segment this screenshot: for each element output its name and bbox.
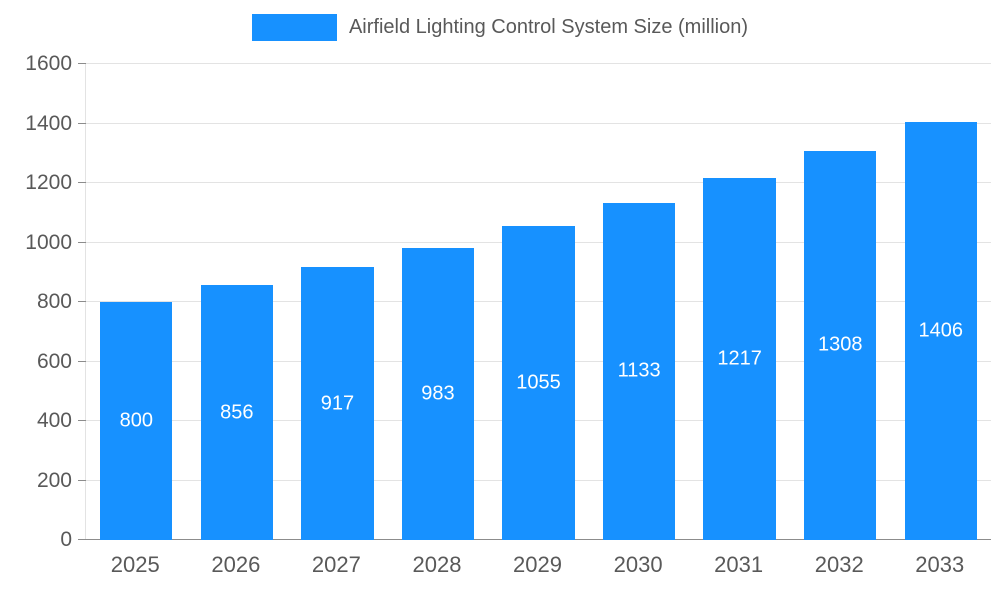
- bar-2028: 983: [401, 247, 475, 540]
- x-axis-tick-label: 2032: [814, 552, 864, 577]
- y-axis-tick-mark: [78, 182, 86, 183]
- bar-slot: 983: [388, 64, 489, 540]
- y-axis-tick-label: 800: [36, 290, 72, 313]
- bar-slot: 1308: [790, 64, 891, 540]
- bar-2030: 1133: [602, 202, 676, 540]
- bar-slot: 856: [187, 64, 288, 540]
- bar-value-label: 917: [320, 392, 355, 415]
- bar-2031: 1217: [703, 177, 776, 540]
- y-axis-tick-label: 400: [36, 409, 72, 432]
- gridline: [86, 63, 991, 64]
- bar-2025: 800: [100, 302, 173, 540]
- bar-slot: 1133: [589, 64, 690, 540]
- y-axis-tick-mark: [78, 360, 86, 362]
- bar-slot: 917: [287, 64, 388, 540]
- x-axis-tick-label: 2031: [714, 552, 764, 577]
- y-axis-tick-label: 1600: [25, 52, 72, 75]
- bar-2033: 1406: [904, 121, 977, 540]
- bar-value-label: 800: [119, 409, 153, 432]
- gridline: [86, 122, 991, 124]
- x-axis-tick-label: 2029: [513, 552, 562, 577]
- y-axis-tick-mark: [78, 420, 86, 421]
- y-axis-tick-label: 1200: [25, 171, 72, 194]
- y-axis-tick-mark: [78, 241, 86, 243]
- legend-item[interactable]: Airfield Lighting Control System Size (m…: [0, 14, 1000, 41]
- y-axis-tick-mark: [78, 63, 86, 64]
- bar-2032: 1308: [804, 150, 877, 540]
- y-axis-tick-mark: [78, 301, 86, 302]
- bar-2026: 856: [200, 285, 274, 540]
- bar-slot: 800: [86, 64, 187, 540]
- gridline: [86, 182, 991, 183]
- x-axis-tick-label: 2030: [613, 552, 663, 577]
- y-axis-tick-label: 0: [60, 528, 72, 551]
- bar-value-label: 1406: [918, 319, 964, 342]
- y-axis-tick-mark: [78, 539, 86, 540]
- x-axis-tick-label: 2026: [211, 552, 261, 577]
- legend-label: Airfield Lighting Control System Size (m…: [348, 16, 749, 38]
- x-axis-tick-label: 2028: [412, 552, 462, 577]
- y-axis-tick-label: 600: [36, 349, 72, 373]
- bar-value-label: 1133: [617, 359, 661, 382]
- bar-2027: 917: [301, 267, 374, 540]
- bar-value-label: 983: [421, 382, 455, 405]
- legend-swatch-icon: [251, 14, 337, 41]
- x-axis-tick-label: 2033: [915, 552, 965, 577]
- y-axis-tick-label: 1400: [25, 111, 72, 135]
- bar-value-label: 1308: [817, 333, 863, 356]
- y-axis-tick-mark: [78, 479, 86, 481]
- bar-2029: 1055: [502, 226, 575, 540]
- y-axis-tick-label: 1000: [25, 230, 72, 254]
- x-axis-tick-label: 2025: [110, 552, 160, 577]
- x-axis-labels: 2025 2026 2027 2028 2029 2030 2031 2032 2033: [85, 552, 990, 578]
- bars-layer: 800 856 917 983 1055 1133 1217 1308 1406: [86, 64, 991, 540]
- y-axis-tick-label: 200: [36, 468, 72, 492]
- bar-slot: 1055: [488, 64, 589, 540]
- bar-value-label: 1217: [717, 347, 762, 370]
- bar-value-label: 856: [220, 401, 254, 424]
- bar-slot: 1406: [891, 64, 992, 540]
- plot-area: 0 200 400 600 800 1000 1200 1400 1600 800 856 917 9…: [25, 52, 991, 551]
- bar-slot: 1217: [689, 64, 790, 540]
- x-axis-tick-label: 2027: [311, 552, 361, 577]
- y-axis-tick-mark: [78, 122, 86, 124]
- bar-value-label: 1055: [516, 371, 561, 394]
